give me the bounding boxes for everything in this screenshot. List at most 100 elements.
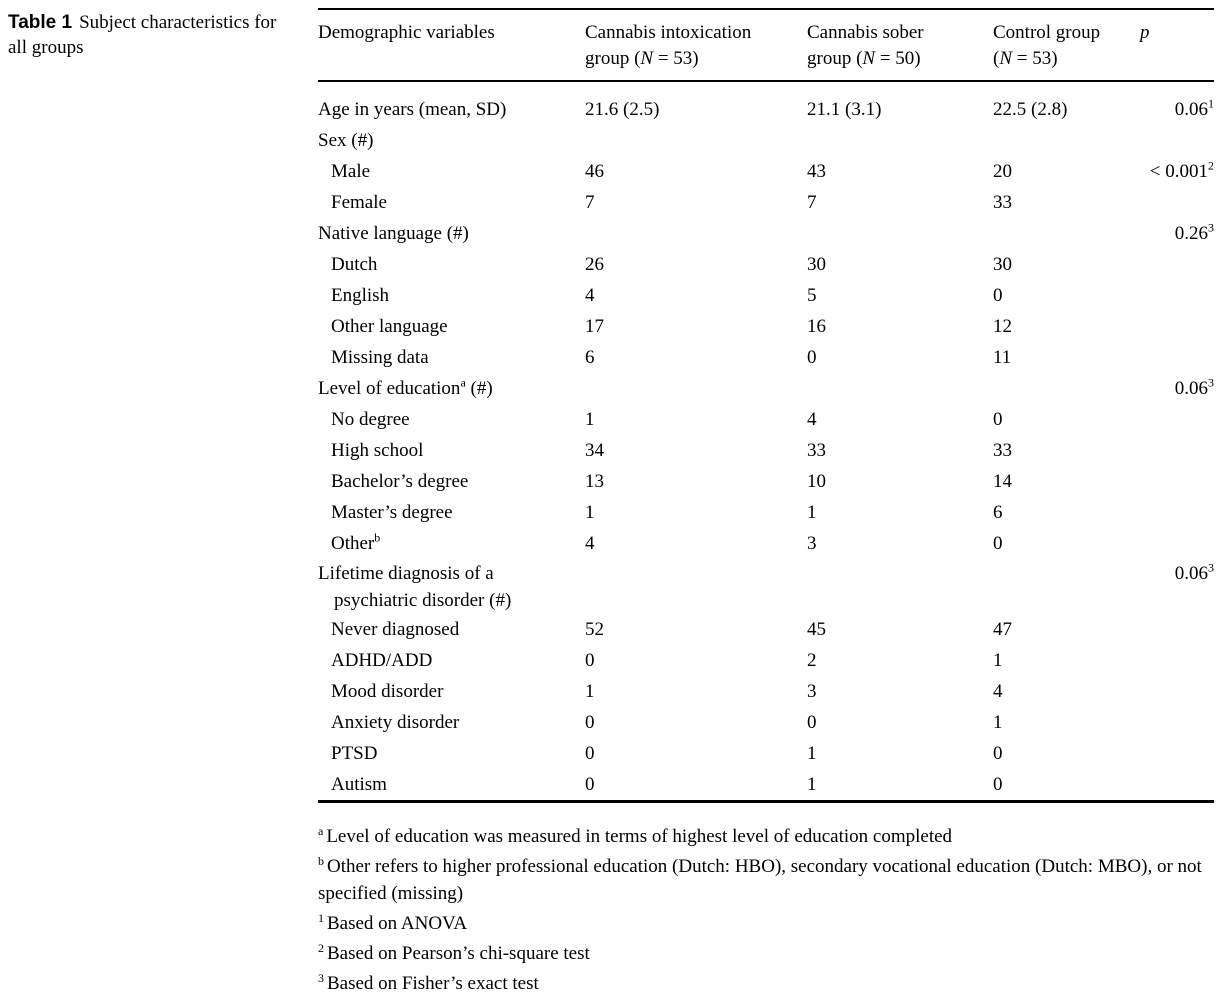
cell-sober-group: 7 [807, 192, 817, 213]
cell-intoxication-group: 0 [585, 743, 595, 764]
row-label-cell: Dutch [318, 249, 585, 280]
cell-sober-group: 1 [807, 502, 817, 523]
cell-intoxication-group: 46 [585, 161, 604, 182]
cell-intoxication-group: 4 [585, 533, 595, 554]
table-row: Sex (#) [318, 125, 1214, 156]
cell-intoxication-group: 17 [585, 316, 604, 337]
cell-p [1140, 466, 1214, 497]
n-variable: N [999, 48, 1013, 69]
footnote-text: Level of education was measured in terms… [326, 826, 953, 847]
cell-control-group: 0 [993, 409, 1003, 430]
row-label-cell: Lifetime diagnosis of a psychiatric disor… [318, 559, 585, 614]
p-value: 0.26 [1174, 223, 1208, 244]
table-row: Otherb 4 3 0 [318, 528, 1214, 559]
cell-sober-group [807, 373, 993, 404]
cell-control-group: 0 [993, 533, 1003, 554]
cell-control-group: 1 [993, 712, 1003, 733]
cell-control-group: 33 [993, 192, 1012, 213]
cell-control-group: 22.5 (2.8) [993, 99, 1068, 120]
cell-p [1140, 614, 1214, 645]
table-row: Mood disorder 1 3 4 [318, 676, 1214, 707]
cell-intoxication-group [585, 218, 807, 249]
p-value-superscript: 2 [1208, 158, 1214, 173]
p-value: 0.06 [1174, 563, 1208, 584]
n-variable: N [862, 48, 876, 69]
footnotes: a Level of education was measured in term… [318, 823, 1214, 994]
row-label-cell: No degree [318, 404, 585, 435]
cell-sober-group: 0 [807, 347, 817, 368]
cell-control-group: 0 [993, 774, 1003, 795]
row-label: Other language [331, 316, 448, 337]
cell-control-group [993, 125, 1140, 156]
cell-intoxication-group: 6 [585, 347, 595, 368]
cell-control-group: 0 [993, 743, 1003, 764]
row-label: PTSD [331, 743, 378, 764]
table-row: Autism 0 1 0 [318, 769, 1214, 802]
table-row: Age in years (mean, SD) 21.6 (2.5) 21.1 … [318, 81, 1214, 125]
cell-sober-group: 1 [807, 743, 817, 764]
row-label: No degree [331, 409, 410, 430]
demographics-table: Demographic variables Cannabis intoxicat… [318, 8, 1214, 994]
cell-sober-group: 10 [807, 471, 826, 492]
cell-sober-group: 0 [807, 712, 817, 733]
cell-sober-group: 21.1 (3.1) [807, 99, 882, 120]
row-label-suffix: (#) [465, 378, 493, 399]
cell-sober-group: 5 [807, 285, 817, 306]
cell-control-group: 20 [993, 161, 1012, 182]
cell-intoxication-group: 1 [585, 681, 595, 702]
cell-p: 0.061 [1140, 81, 1214, 125]
cell-p: < 0.0012 [1140, 156, 1214, 187]
row-label: Dutch [331, 254, 378, 275]
header-cannabis-sober-group: Cannabis sober group (N = 50) [807, 9, 993, 82]
row-label: High school [331, 440, 424, 461]
table-row: Anxiety disorder 0 0 1 [318, 707, 1214, 738]
cell-sober-group [807, 559, 993, 614]
cell-p [1140, 769, 1214, 802]
n-variable: N [640, 48, 654, 69]
row-label: Sex (#) [318, 130, 374, 151]
table-caption: Table 1 Subject characteristics for all g… [8, 10, 280, 60]
p-value-superscript: 1 [1208, 96, 1214, 111]
row-label-cell: Female [318, 187, 585, 218]
cell-sober-group: 45 [807, 619, 826, 640]
cell-control-group: 0 [993, 285, 1003, 306]
table-row: Never diagnosed 52 45 47 [318, 614, 1214, 645]
cell-control-group: 33 [993, 440, 1012, 461]
header-cannabis-intoxication-group: Cannabis intoxication group (N = 53) [585, 9, 807, 82]
cell-sober-group: 16 [807, 316, 826, 337]
table-row: ADHD/ADD 0 2 1 [318, 645, 1214, 676]
cell-p [1140, 404, 1214, 435]
row-label-superscript: b [374, 530, 381, 545]
table-row: Master’s degree 1 1 6 [318, 497, 1214, 528]
table-row: Male 46 43 20 < 0.0012 [318, 156, 1214, 187]
cell-p [1140, 187, 1214, 218]
row-label-line2: psychiatric disorder (#) [334, 590, 512, 611]
row-label-cell: ADHD/ADD [318, 645, 585, 676]
table-body: Age in years (mean, SD) 21.6 (2.5) 21.1 … [318, 81, 1214, 802]
cell-p [1140, 280, 1214, 311]
cell-control-group: 4 [993, 681, 1003, 702]
cell-sober-group: 2 [807, 650, 817, 671]
p-value: < 0.001 [1149, 161, 1208, 182]
row-label: Anxiety disorder [331, 712, 460, 733]
p-value-superscript: 3 [1208, 220, 1214, 235]
row-label: Male [331, 161, 371, 182]
header-control-group: Control group (N = 53) [993, 9, 1140, 82]
cell-sober-group: 43 [807, 161, 826, 182]
table-row: Level of educationa (#) 0.063 [318, 373, 1214, 404]
row-label: Master’s degree [331, 502, 453, 523]
cell-p [1140, 435, 1214, 466]
header-row: Demographic variables Cannabis intoxicat… [318, 9, 1214, 82]
subject-characteristics-table: Demographic variables Cannabis intoxicat… [318, 8, 1214, 803]
row-label: Missing data [331, 347, 429, 368]
row-label-cell: English [318, 280, 585, 311]
cell-p [1140, 645, 1214, 676]
table-row: Other language 17 16 12 [318, 311, 1214, 342]
cell-control-group: 1 [993, 650, 1003, 671]
cell-control-group: 6 [993, 502, 1003, 523]
cell-control-group: 30 [993, 254, 1012, 275]
row-label-cell: Age in years (mean, SD) [318, 81, 585, 125]
header-demographic-variables: Demographic variables [318, 9, 585, 82]
footnote-text: Other refers to higher professional educ… [318, 856, 1202, 904]
